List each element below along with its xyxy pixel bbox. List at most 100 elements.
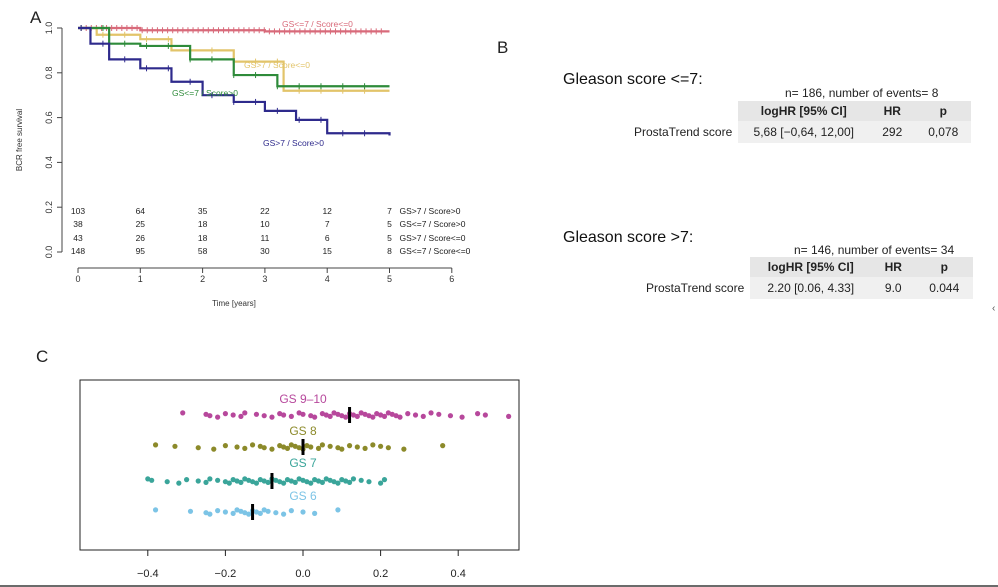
strip-point [215,508,221,514]
table1-row-label: ProstaTrend score [626,121,739,143]
strip-point [277,411,283,417]
strip-point [261,507,267,513]
strip-point [215,477,221,483]
strip-point [385,445,391,451]
risk-count: 25 [136,219,146,229]
risk-count: 18 [198,219,208,229]
strip-point [234,507,240,513]
table2-row: ProstaTrend score 2.20 [0.06, 4.33] 9.0 … [638,277,974,299]
strip-point [207,476,213,482]
strip-point [354,444,360,450]
strip-point [273,510,279,516]
strip-point [226,480,232,486]
risk-count: 35 [198,206,208,216]
strip-point [288,442,294,448]
table2-header-hr: HR [871,257,916,277]
strip-point [238,479,244,485]
strip-point [261,413,267,419]
group-label: GS 6 [289,489,317,503]
strip-point [335,507,341,513]
y-tick-label: 1.0 [44,22,54,35]
strip-point [234,444,240,450]
strip-point [257,510,263,516]
strip-point [428,410,434,416]
strip-point [284,477,291,483]
risk-count: 26 [136,233,146,243]
risk-count: 15 [322,246,332,256]
y-tick-label: 0.8 [44,67,54,80]
table1: logHR [95% CI] HR p ProstaTrend score 5,… [626,101,972,143]
risk-count: 5 [387,233,392,243]
strip-point [281,444,287,450]
strip-point [362,411,368,417]
risk-count: 58 [198,246,208,256]
strip-point [343,478,349,484]
table1-meta: n= 186, number of events= 8 [785,86,939,100]
table2-header-loghr: logHR [95% CI] [750,257,872,277]
risk-row-label: GS<=7 / Score>0 [400,219,466,229]
table2-meta: n= 146, number of events= 34 [794,243,955,257]
x-tick-label: −0.2 [215,568,237,580]
risk-count: 8 [387,246,392,256]
table1-header-loghr: logHR [95% CI] [738,101,870,121]
strip-point [176,480,182,486]
strip-point [405,411,411,417]
panel-letter-c: C [36,347,49,366]
strip-point [288,508,294,514]
strip-point [145,476,151,482]
x-tick-label: 6 [449,274,454,284]
strip-point [370,442,376,448]
x-tick-label: 0.0 [295,568,310,580]
strip-point [312,477,318,483]
risk-count: 22 [260,206,270,216]
strip-point [327,413,333,419]
table1-cell-loghr: 5,68 [−0,64, 12,00] [738,121,870,143]
strip-point [378,480,384,486]
strip-point [149,477,155,483]
strip-point [253,480,260,486]
strip-point [222,411,228,417]
km-curve-yellow [78,26,390,92]
strip-point [300,509,306,515]
strip-point [257,443,263,449]
strip-point [350,412,357,418]
strip-point [482,412,488,418]
table1-cell-hr: 292 [869,121,916,143]
curve-label-yellow: GS>7 / Score<=0 [244,60,310,70]
risk-count: 6 [325,233,330,243]
strip-point [378,412,384,418]
risk-count: 5 [387,219,392,229]
x-tick-label: 0.2 [373,568,388,580]
strip-point [242,410,248,416]
strip-point [277,443,283,449]
x-tick-label: 0.4 [451,568,466,580]
strip-point [249,442,256,448]
strip-point [323,412,329,418]
group-label: GS 9–10 [279,392,327,406]
table2-title: Gleason score >7: [563,229,694,246]
strip-point [300,411,306,417]
strip-point [319,442,325,448]
strip-point [475,411,481,417]
km-curve-blue [78,26,391,136]
strip-point [277,479,283,485]
strip-point [261,445,267,451]
risk-count: 64 [136,206,146,216]
strip-point [319,479,325,485]
strip-point [269,476,275,482]
strip-point [152,442,159,448]
risk-row-label: GS<=7 / Score<=0 [400,246,471,256]
table2-header-row: logHR [95% CI] HR p [638,257,974,277]
strip-point [222,479,228,485]
strip-point [211,446,217,452]
strip-point [203,411,209,417]
x-tick-label: 2 [200,274,205,284]
strip-point [300,446,306,452]
strip-point [180,410,186,416]
strip-point [249,479,256,485]
strip-point [253,411,260,417]
strip-point [389,411,395,417]
strip-point [401,446,407,452]
risk-count: 103 [71,206,85,216]
risk-count: 7 [325,219,330,229]
